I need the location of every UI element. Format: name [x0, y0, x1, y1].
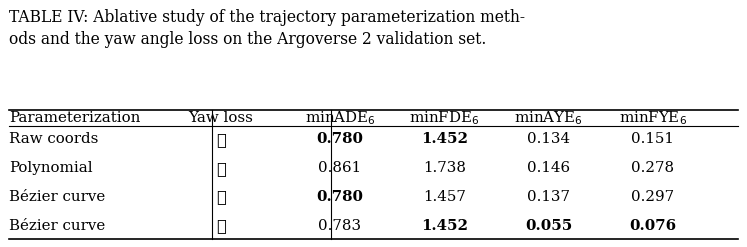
Text: Bézier curve: Bézier curve	[9, 219, 105, 233]
Text: 0.783: 0.783	[318, 219, 362, 233]
Text: 0.151: 0.151	[631, 132, 674, 146]
Text: 0.780: 0.780	[317, 132, 364, 146]
Text: 0.076: 0.076	[629, 219, 676, 233]
Text: 0.134: 0.134	[527, 132, 570, 146]
Text: Yaw loss: Yaw loss	[188, 111, 253, 125]
Text: 0.137: 0.137	[527, 190, 570, 204]
Text: 0.055: 0.055	[524, 219, 572, 233]
Text: 0.780: 0.780	[317, 190, 364, 204]
Text: 1.452: 1.452	[421, 132, 468, 146]
Text: ✗: ✗	[216, 160, 226, 177]
Text: 0.861: 0.861	[318, 161, 362, 175]
Text: 0.146: 0.146	[527, 161, 570, 175]
Text: 1.452: 1.452	[421, 219, 468, 233]
Text: ✗: ✗	[216, 131, 226, 148]
Text: ✓: ✓	[216, 217, 226, 234]
Text: TABLE IV: Ablative study of the trajectory parameterization meth-
ods and the ya: TABLE IV: Ablative study of the trajecto…	[9, 9, 525, 48]
Text: minFDE$_6$: minFDE$_6$	[409, 109, 480, 127]
Text: minAYE$_6$: minAYE$_6$	[514, 109, 583, 127]
Text: 0.297: 0.297	[631, 190, 674, 204]
Text: Polynomial: Polynomial	[9, 161, 93, 175]
Text: 0.278: 0.278	[631, 161, 674, 175]
Text: 1.457: 1.457	[423, 190, 465, 204]
Text: minFYE$_6$: minFYE$_6$	[619, 109, 686, 127]
Text: ✗: ✗	[216, 188, 226, 206]
Text: minADE$_6$: minADE$_6$	[305, 109, 375, 127]
Text: Raw coords: Raw coords	[9, 132, 98, 146]
Text: Bézier curve: Bézier curve	[9, 190, 105, 204]
Text: Parameterization: Parameterization	[9, 111, 140, 125]
Text: 1.738: 1.738	[423, 161, 465, 175]
